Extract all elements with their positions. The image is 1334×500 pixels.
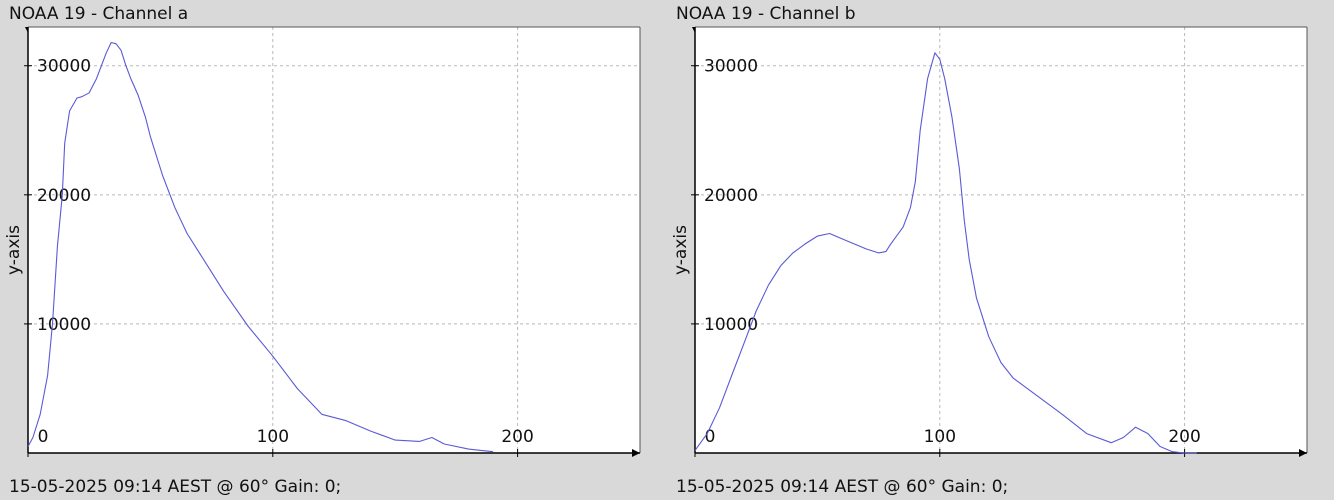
x-tick-label: 0	[705, 427, 716, 447]
chart-title: NOAA 19 - Channel a	[9, 4, 189, 24]
x-tick-label: 200	[501, 427, 533, 447]
y-tick-label: 30000	[704, 57, 758, 77]
x-tick-label: 0	[38, 427, 49, 447]
y-axis-label: y-axis	[671, 225, 691, 275]
y-tick-label: 10000	[37, 315, 91, 335]
chart-title: NOAA 19 - Channel b	[676, 4, 856, 24]
chart-footer: 15-05-2025 09:14 AEST @ 60° Gain: 0;	[676, 477, 1009, 497]
chart-plot-b: 0 100 200 10000 20000 30000 y-axis	[671, 26, 1308, 457]
y-axis-label: y-axis	[4, 225, 24, 275]
x-axis-arrow	[1299, 449, 1307, 457]
x-axis-arrow	[632, 449, 640, 457]
y-tick-label: 10000	[704, 315, 758, 335]
y-tick-label: 30000	[37, 57, 91, 77]
y-axis-arrow	[692, 27, 695, 33]
chart-plot-a: 0 100 200 10000 20000 30000 y-axis	[4, 26, 641, 457]
chart-panel-b: NOAA 19 - Channel b 0 100 200 10000 20000 300…	[667, 0, 1334, 500]
y-axis-arrow	[25, 27, 28, 33]
chart-footer: 15-05-2025 09:14 AEST @ 60° Gain: 0;	[9, 477, 342, 497]
plot-area	[28, 27, 640, 453]
chart-panel-a: NOAA 19 - Channel a 0 100 200 10000 20000 300…	[4, 4, 641, 497]
x-tick-label: 200	[1168, 427, 1200, 447]
x-tick-label: 100	[924, 427, 956, 447]
series-line	[694, 52, 1197, 454]
series-line	[27, 41, 494, 453]
y-tick-label: 20000	[37, 186, 91, 206]
x-tick-label: 100	[257, 427, 289, 447]
plot-area	[695, 27, 1307, 453]
y-tick-label: 20000	[704, 186, 758, 206]
